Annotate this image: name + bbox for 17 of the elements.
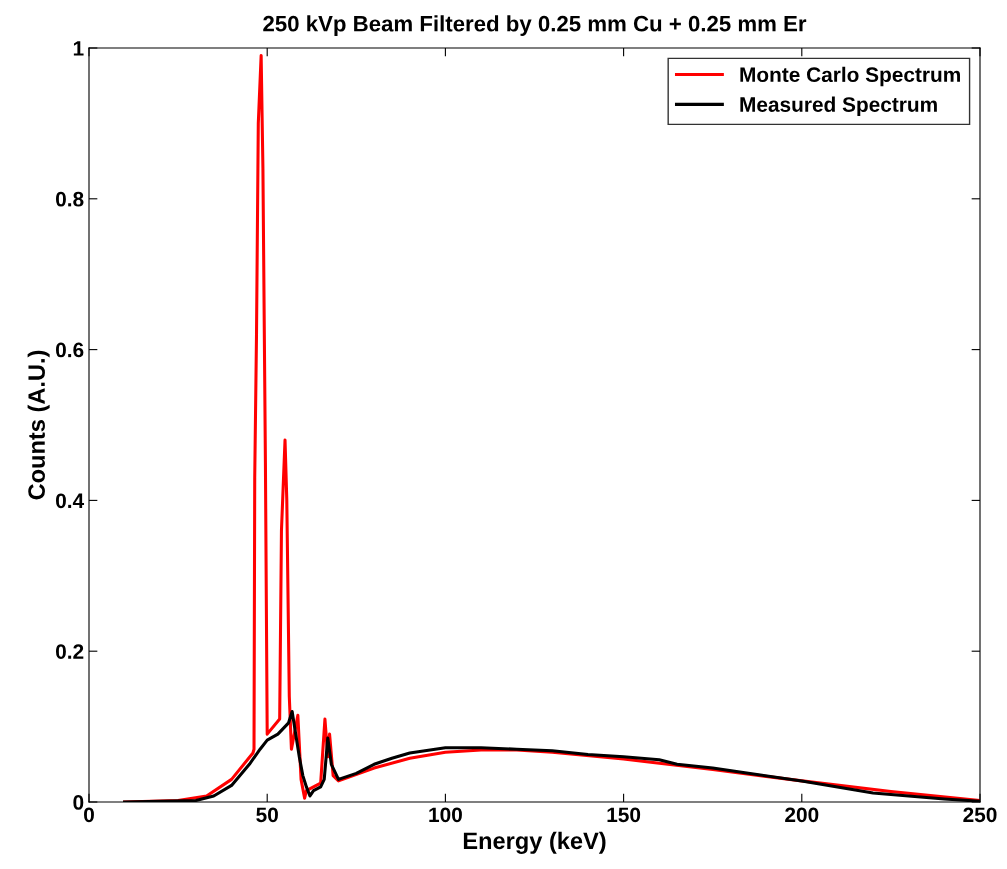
y-tick-label: 0.2 [56,644,84,659]
x-tick-label: 150 [607,807,641,823]
legend-label: Measured Spectrum [740,96,937,117]
chart-title: 250 kVp Beam Filtered by 0.25 mm Cu + 0.25 mm Er [263,15,807,36]
x-tick-label: 100 [429,807,462,823]
x-tick-label: 0 [84,807,94,823]
legend-label: Monte Carlo Spectrum [740,66,960,87]
x-tick-label: 250 [963,807,997,823]
y-tick-label: 1 [73,41,84,56]
y-tick-label: 0.6 [56,342,84,358]
y-tick-label: 0.8 [56,191,84,207]
y-tick-label: 0 [73,795,84,810]
y-tick-label: 0.4 [56,493,85,509]
x-tick-label: 50 [256,807,278,823]
x-axis-title: Energy (keV) [463,831,606,854]
x-tick-label: 200 [785,807,819,823]
y-axis-title: Counts (A.U.) [27,350,50,500]
